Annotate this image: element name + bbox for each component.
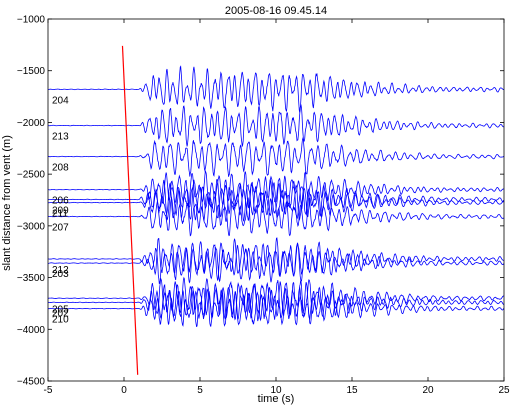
x-tick-label: 10 — [270, 385, 282, 396]
station-label-207: 207 — [52, 223, 69, 234]
station-label-206: 206 — [52, 196, 69, 207]
x-tick-label: 20 — [422, 385, 434, 396]
station-label-211: 211 — [52, 209, 68, 220]
chart-title: 2005-08-16 09.45.14 — [225, 5, 327, 17]
station-label-213: 213 — [52, 132, 69, 143]
x-tick-label: 5 — [197, 385, 203, 396]
y-tick-label: −1500 — [17, 66, 46, 77]
y-tick-label: −4500 — [17, 377, 46, 388]
trace-203 — [48, 242, 504, 285]
x-tick-label: 25 — [498, 385, 510, 396]
station-label-212: 212 — [52, 265, 69, 276]
station-label-205: 205 — [52, 304, 69, 315]
station-label-204: 204 — [52, 95, 69, 106]
y-tick-label: −2000 — [17, 118, 46, 129]
trace-208 — [48, 136, 504, 177]
trace-205 — [48, 276, 504, 322]
y-tick-label: −4000 — [17, 325, 46, 336]
axes: -5 0 5 10 15 20 25 −4500 −4000 −3500 −3000 −2500 −20… — [17, 15, 510, 397]
x-tick-label: 15 — [346, 385, 358, 396]
station-label-208: 208 — [52, 163, 69, 174]
trace-210 — [48, 287, 504, 328]
y-axis-label: slant distance from vent (m) — [1, 135, 13, 271]
x-tick-label: 0 — [121, 385, 127, 396]
y-tick-label: −3500 — [17, 273, 46, 284]
traces — [48, 65, 504, 328]
y-tick-label: −2500 — [17, 170, 46, 181]
onset-line — [121, 45, 139, 375]
x-axis-label: time (s) — [258, 393, 295, 405]
x-tick-label: -5 — [44, 385, 53, 396]
y-tick-label: −3000 — [17, 221, 46, 232]
station-label-209: 209 — [52, 205, 69, 216]
trace-212 — [48, 237, 504, 281]
y-tick-label: −1000 — [17, 15, 46, 26]
station-label-210: 210 — [52, 315, 69, 326]
station-label-203: 203 — [52, 269, 69, 280]
trace-213 — [48, 104, 504, 147]
station-label-202: 202 — [52, 308, 69, 319]
trace-211 — [48, 182, 504, 222]
trace-207 — [48, 194, 504, 237]
trace-206 — [48, 169, 504, 210]
